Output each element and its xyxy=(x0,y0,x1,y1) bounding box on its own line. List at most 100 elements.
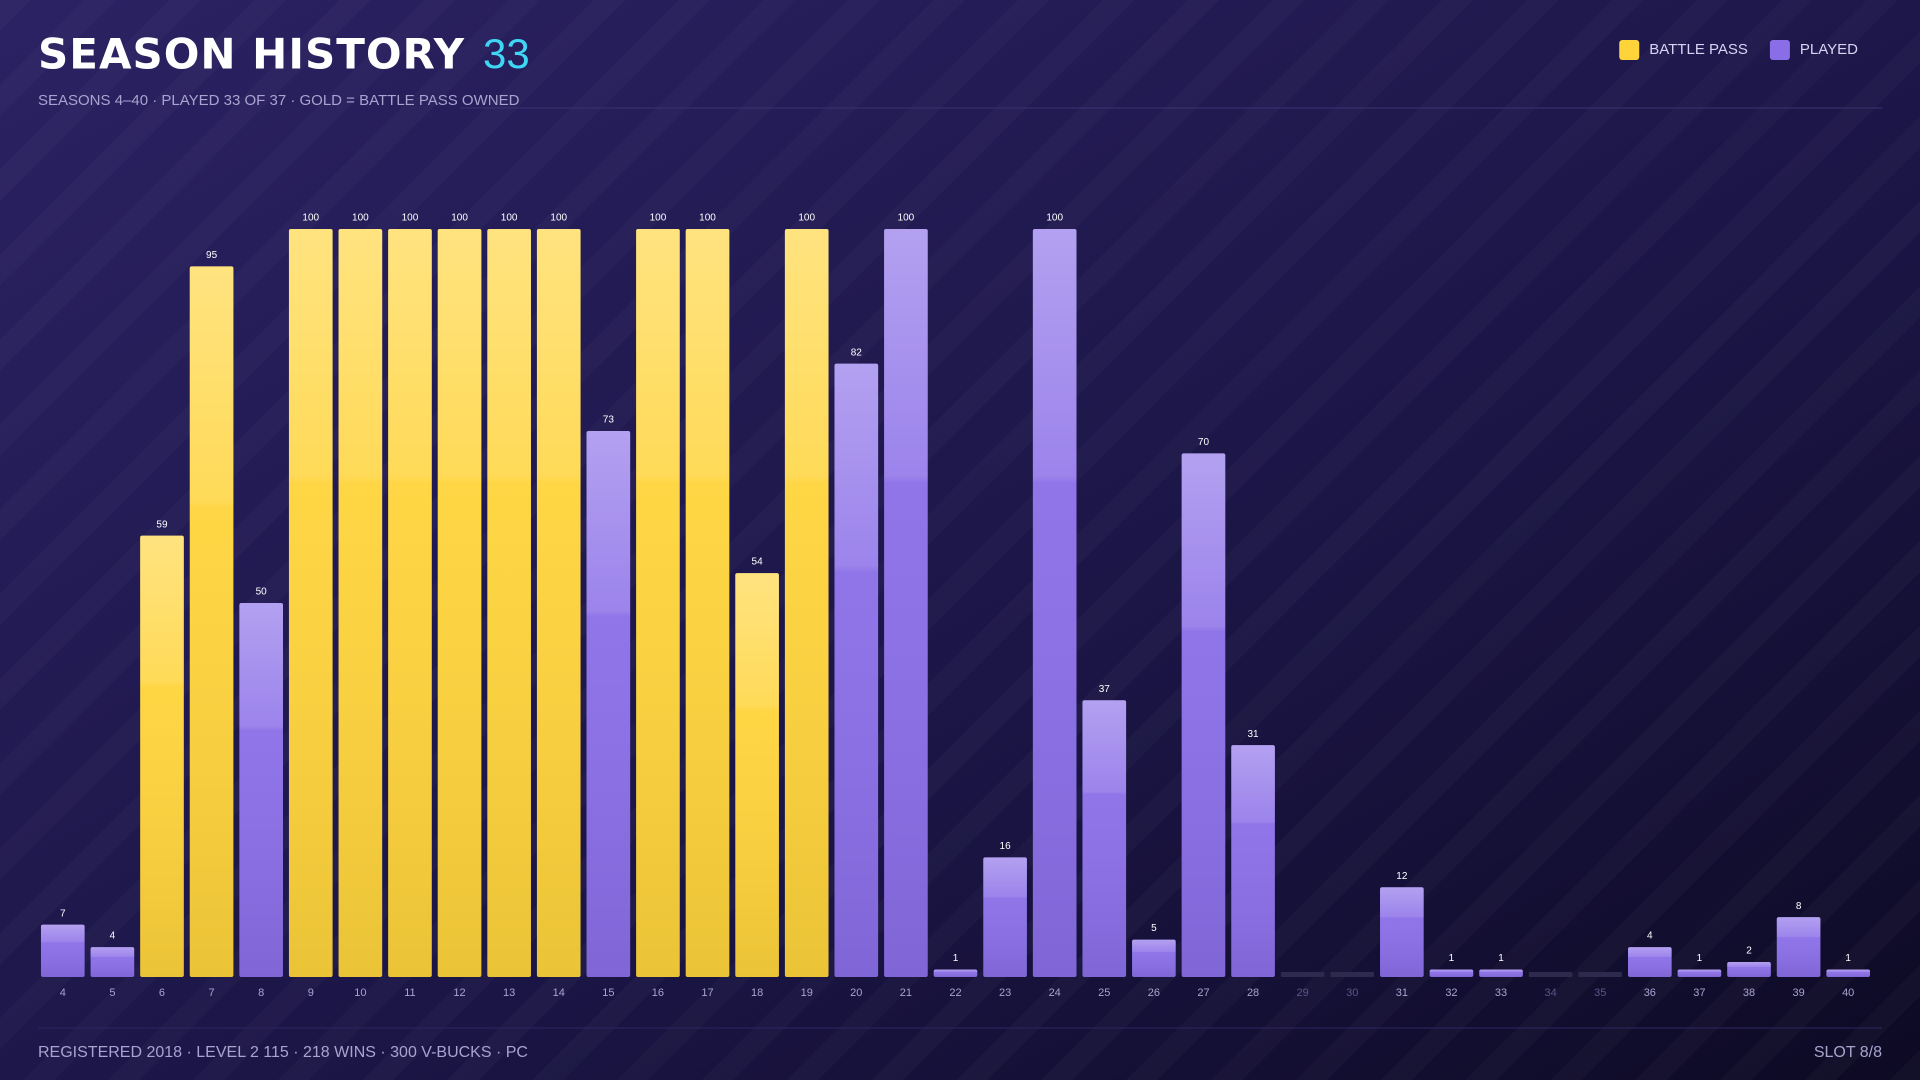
bar-shine xyxy=(487,229,531,977)
bar-shine xyxy=(1132,939,1176,977)
x-tick-label: 26 xyxy=(1148,987,1160,999)
bar-shine xyxy=(1380,887,1424,977)
empty-slot xyxy=(1280,972,1325,977)
x-tick-label: 18 xyxy=(751,987,763,999)
value-label: 31 xyxy=(1248,729,1260,740)
bar-shine xyxy=(784,229,829,977)
bar-shine xyxy=(1429,969,1474,977)
bar-shine xyxy=(834,363,879,977)
x-tick-label: 35 xyxy=(1594,987,1606,999)
legend-label: PLAYED xyxy=(1800,41,1858,58)
x-tick-label: 32 xyxy=(1445,987,1457,999)
value-label: 100 xyxy=(451,213,468,224)
legend-label: BATTLE PASS xyxy=(1649,41,1748,58)
bar-shine xyxy=(1231,745,1275,977)
value-label: 82 xyxy=(851,347,863,358)
x-tick-label: 4 xyxy=(60,987,66,999)
bar-shine xyxy=(933,969,978,977)
value-label: 1 xyxy=(1498,953,1504,964)
x-tick-label: 20 xyxy=(850,987,862,999)
bar-shine xyxy=(189,266,234,977)
value-label: 59 xyxy=(156,519,168,530)
value-label: 1 xyxy=(1449,953,1455,964)
bar-shine xyxy=(1776,917,1821,977)
x-tick-label: 30 xyxy=(1346,987,1358,999)
legend-swatch xyxy=(1619,40,1640,60)
x-tick-label: 12 xyxy=(453,987,465,999)
x-tick-label: 37 xyxy=(1693,987,1705,999)
value-label: 5 xyxy=(1151,923,1157,934)
value-label: 50 xyxy=(256,587,268,598)
x-tick-label: 14 xyxy=(553,987,565,999)
bar-shine xyxy=(636,229,680,977)
value-label: 7 xyxy=(60,908,66,919)
value-label: 37 xyxy=(1099,684,1111,695)
bar-shine xyxy=(1479,969,1523,977)
bar-shine xyxy=(1727,962,1771,977)
value-label: 1 xyxy=(953,953,959,964)
x-tick-label: 29 xyxy=(1297,987,1309,999)
bar-shine xyxy=(1628,947,1672,977)
bar-shine xyxy=(1677,969,1722,977)
value-label: 100 xyxy=(501,213,518,224)
x-tick-label: 34 xyxy=(1545,987,1557,999)
value-label: 100 xyxy=(352,213,369,224)
x-tick-label: 31 xyxy=(1396,987,1408,999)
value-label: 100 xyxy=(302,213,319,224)
x-tick-label: 16 xyxy=(652,987,664,999)
bar-shine xyxy=(983,857,1027,977)
bar-shine xyxy=(338,229,383,977)
value-label: 54 xyxy=(752,557,764,568)
bar-shine xyxy=(536,229,581,977)
x-tick-label: 19 xyxy=(801,987,813,999)
x-tick-label: 33 xyxy=(1495,987,1507,999)
value-label: 4 xyxy=(1647,931,1653,942)
empty-slot xyxy=(1330,972,1375,977)
x-tick-label: 25 xyxy=(1098,987,1110,999)
x-tick-label: 40 xyxy=(1842,987,1854,999)
bar-shine xyxy=(735,573,779,977)
value-label: 100 xyxy=(798,213,815,224)
footer-stats: REGISTERED 2018 · LEVEL 2 115 · 218 WINS… xyxy=(38,1044,528,1061)
value-label: 2 xyxy=(1746,946,1752,957)
value-label: 100 xyxy=(550,213,567,224)
bar-shine xyxy=(437,229,482,977)
x-tick-label: 28 xyxy=(1247,987,1259,999)
bar-shine xyxy=(1032,229,1077,977)
x-tick-label: 15 xyxy=(602,987,614,999)
x-tick-label: 17 xyxy=(701,987,713,999)
x-tick-label: 11 xyxy=(404,987,415,999)
value-label: 1 xyxy=(1845,953,1851,964)
value-label: 100 xyxy=(650,213,667,224)
empty-slot xyxy=(1578,972,1623,977)
value-label: 70 xyxy=(1198,437,1210,448)
x-tick-label: 36 xyxy=(1644,987,1656,999)
slot: SLOT 8/8 xyxy=(1814,1044,1882,1061)
x-tick-label: 5 xyxy=(109,987,115,999)
bar-shine xyxy=(1082,700,1127,977)
x-tick-label: 39 xyxy=(1792,987,1804,999)
value-label: 100 xyxy=(1046,213,1063,224)
bar-shine xyxy=(586,430,631,978)
value-label: 4 xyxy=(110,931,116,942)
value-label: 95 xyxy=(206,250,218,261)
bar-shine xyxy=(288,229,333,977)
value-label: 100 xyxy=(402,213,419,224)
x-tick-label: 7 xyxy=(209,987,215,999)
chart-title: SEASON HISTORY xyxy=(38,30,465,79)
bar-shine xyxy=(1181,453,1226,977)
value-label: 73 xyxy=(603,415,615,426)
subtitle: SEASONS 4–40 · PLAYED 33 OF 37 · GOLD = … xyxy=(38,92,520,109)
x-tick-label: 27 xyxy=(1197,987,1209,999)
value-label: 1 xyxy=(1697,953,1703,964)
bar-shine xyxy=(685,229,730,977)
x-tick-label: 23 xyxy=(999,987,1011,999)
x-tick-label: 38 xyxy=(1743,987,1755,999)
value-label: 16 xyxy=(1000,841,1012,852)
bar-shine xyxy=(388,229,432,977)
value-label: 8 xyxy=(1796,901,1802,912)
x-tick-label: 10 xyxy=(354,987,366,999)
value-label: 100 xyxy=(699,213,716,224)
